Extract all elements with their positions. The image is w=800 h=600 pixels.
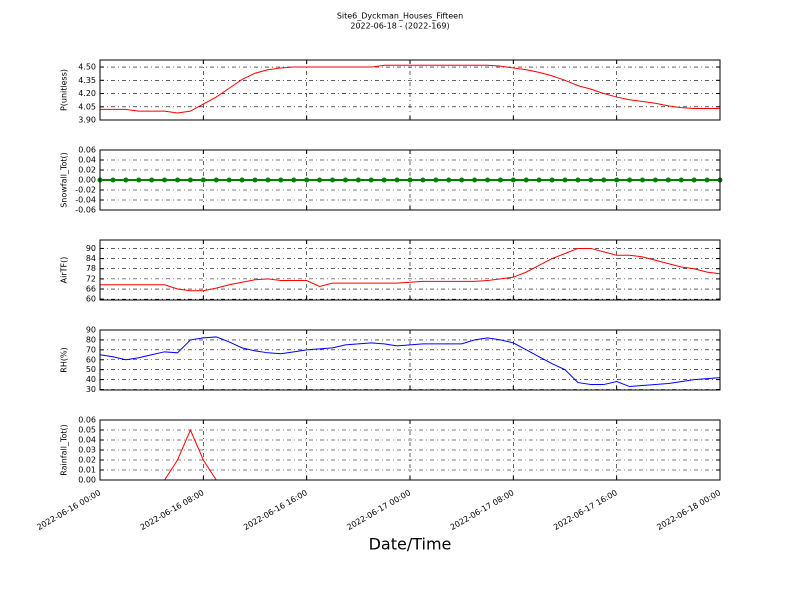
data-point [149,177,155,183]
plot-frame [99,239,721,301]
data-point [614,177,620,183]
y-tick-label: 3.90 [78,116,96,125]
data-point [355,177,361,183]
y-tick-label: 84 [86,254,96,263]
plot-frame [99,59,721,121]
chart-title: Site6_Dyckman_Houses_Fifteen [337,12,463,21]
y-tick-label: 0.06 [78,416,96,425]
data-point [136,177,142,183]
data-point [239,177,245,183]
data-point [601,177,607,183]
y-tick-label: 0.04 [78,156,96,165]
y-tick-label: 0.05 [78,426,96,435]
y-tick-label: 78 [86,264,96,273]
y-tick-label: 0.00 [78,176,96,185]
y-tick-label: 4.35 [78,76,96,85]
y-tick-label: 0.00 [78,476,96,485]
y-axis-label: RH(%) [60,347,69,372]
data-point [562,177,568,183]
chart-subtitle: 2022-06-18 - (2022-169) [350,22,449,31]
data-point [536,177,542,183]
data-point [394,177,400,183]
y-tick-label: 90 [86,244,96,253]
y-tick-label: 0.06 [78,146,96,155]
data-point [304,177,310,183]
data-point [691,177,697,183]
y-tick-label: 60 [86,295,96,304]
data-point [162,177,168,183]
y-tick-label: 50 [86,365,96,374]
data-point [213,177,219,183]
y-tick-label: 72 [86,274,96,283]
data-point [472,177,478,183]
y-tick-label: 80 [86,335,96,344]
data-point [175,177,180,183]
data-line [99,336,721,388]
data-point [549,177,555,183]
y-tick-label: 90 [86,326,96,335]
y-tick-label: 0.01 [78,466,96,475]
data-point [575,177,581,183]
y-axis-label: P(unitless) [60,69,69,111]
data-point [652,177,658,183]
plot-frame [99,329,721,391]
y-tick-label: 0.03 [78,446,96,455]
data-point [368,177,374,183]
y-tick-label: 70 [86,345,96,354]
data-point [640,177,645,183]
data-point [459,177,465,183]
y-axis-label: Snowfall_Tot() [60,152,69,208]
y-tick-label: 40 [86,375,96,384]
data-point [187,177,193,183]
y-tick-label: 4.05 [78,102,96,111]
data-point [665,177,671,183]
y-tick-label: -0.06 [75,206,96,215]
y-tick-label: 0.04 [78,436,96,445]
data-point [291,177,297,183]
data-point [497,177,503,183]
data-point [381,177,387,183]
y-tick-label: -0.02 [75,186,96,195]
data-point [252,177,258,183]
data-line [100,64,720,114]
data-point [123,177,129,183]
y-tick-label: 66 [86,285,96,294]
data-point [317,177,323,183]
data-point [627,177,633,183]
data-point [200,177,206,183]
data-point [265,177,271,183]
y-tick-label: 60 [86,355,96,364]
y-tick-label: 30 [86,385,96,394]
x-axis-label: Date/Time [369,535,452,554]
data-point [330,177,335,183]
data-line [100,247,721,292]
y-axis-label: AirTF() [60,257,69,284]
data-point [678,177,684,183]
plot-frame [99,419,721,481]
data-point [226,177,232,183]
y-tick-label: 4.50 [78,63,96,72]
y-tick-label: 0.02 [78,456,96,465]
data-point [433,177,439,183]
data-point [446,177,452,183]
data-point [588,177,594,183]
data-point [510,177,516,183]
data-point [407,177,413,183]
data-point [704,177,710,183]
y-axis-label: Rainfall_Tot() [60,424,69,476]
y-tick-label: -0.04 [75,196,96,205]
plot-frame [99,149,721,211]
data-point [110,177,116,183]
data-point [278,177,284,183]
data-point [420,177,426,183]
data-point [523,177,529,183]
data-point [342,177,348,183]
data-point [485,177,490,183]
y-tick-label: 0.02 [78,166,96,175]
y-tick-label: 4.20 [78,89,96,98]
